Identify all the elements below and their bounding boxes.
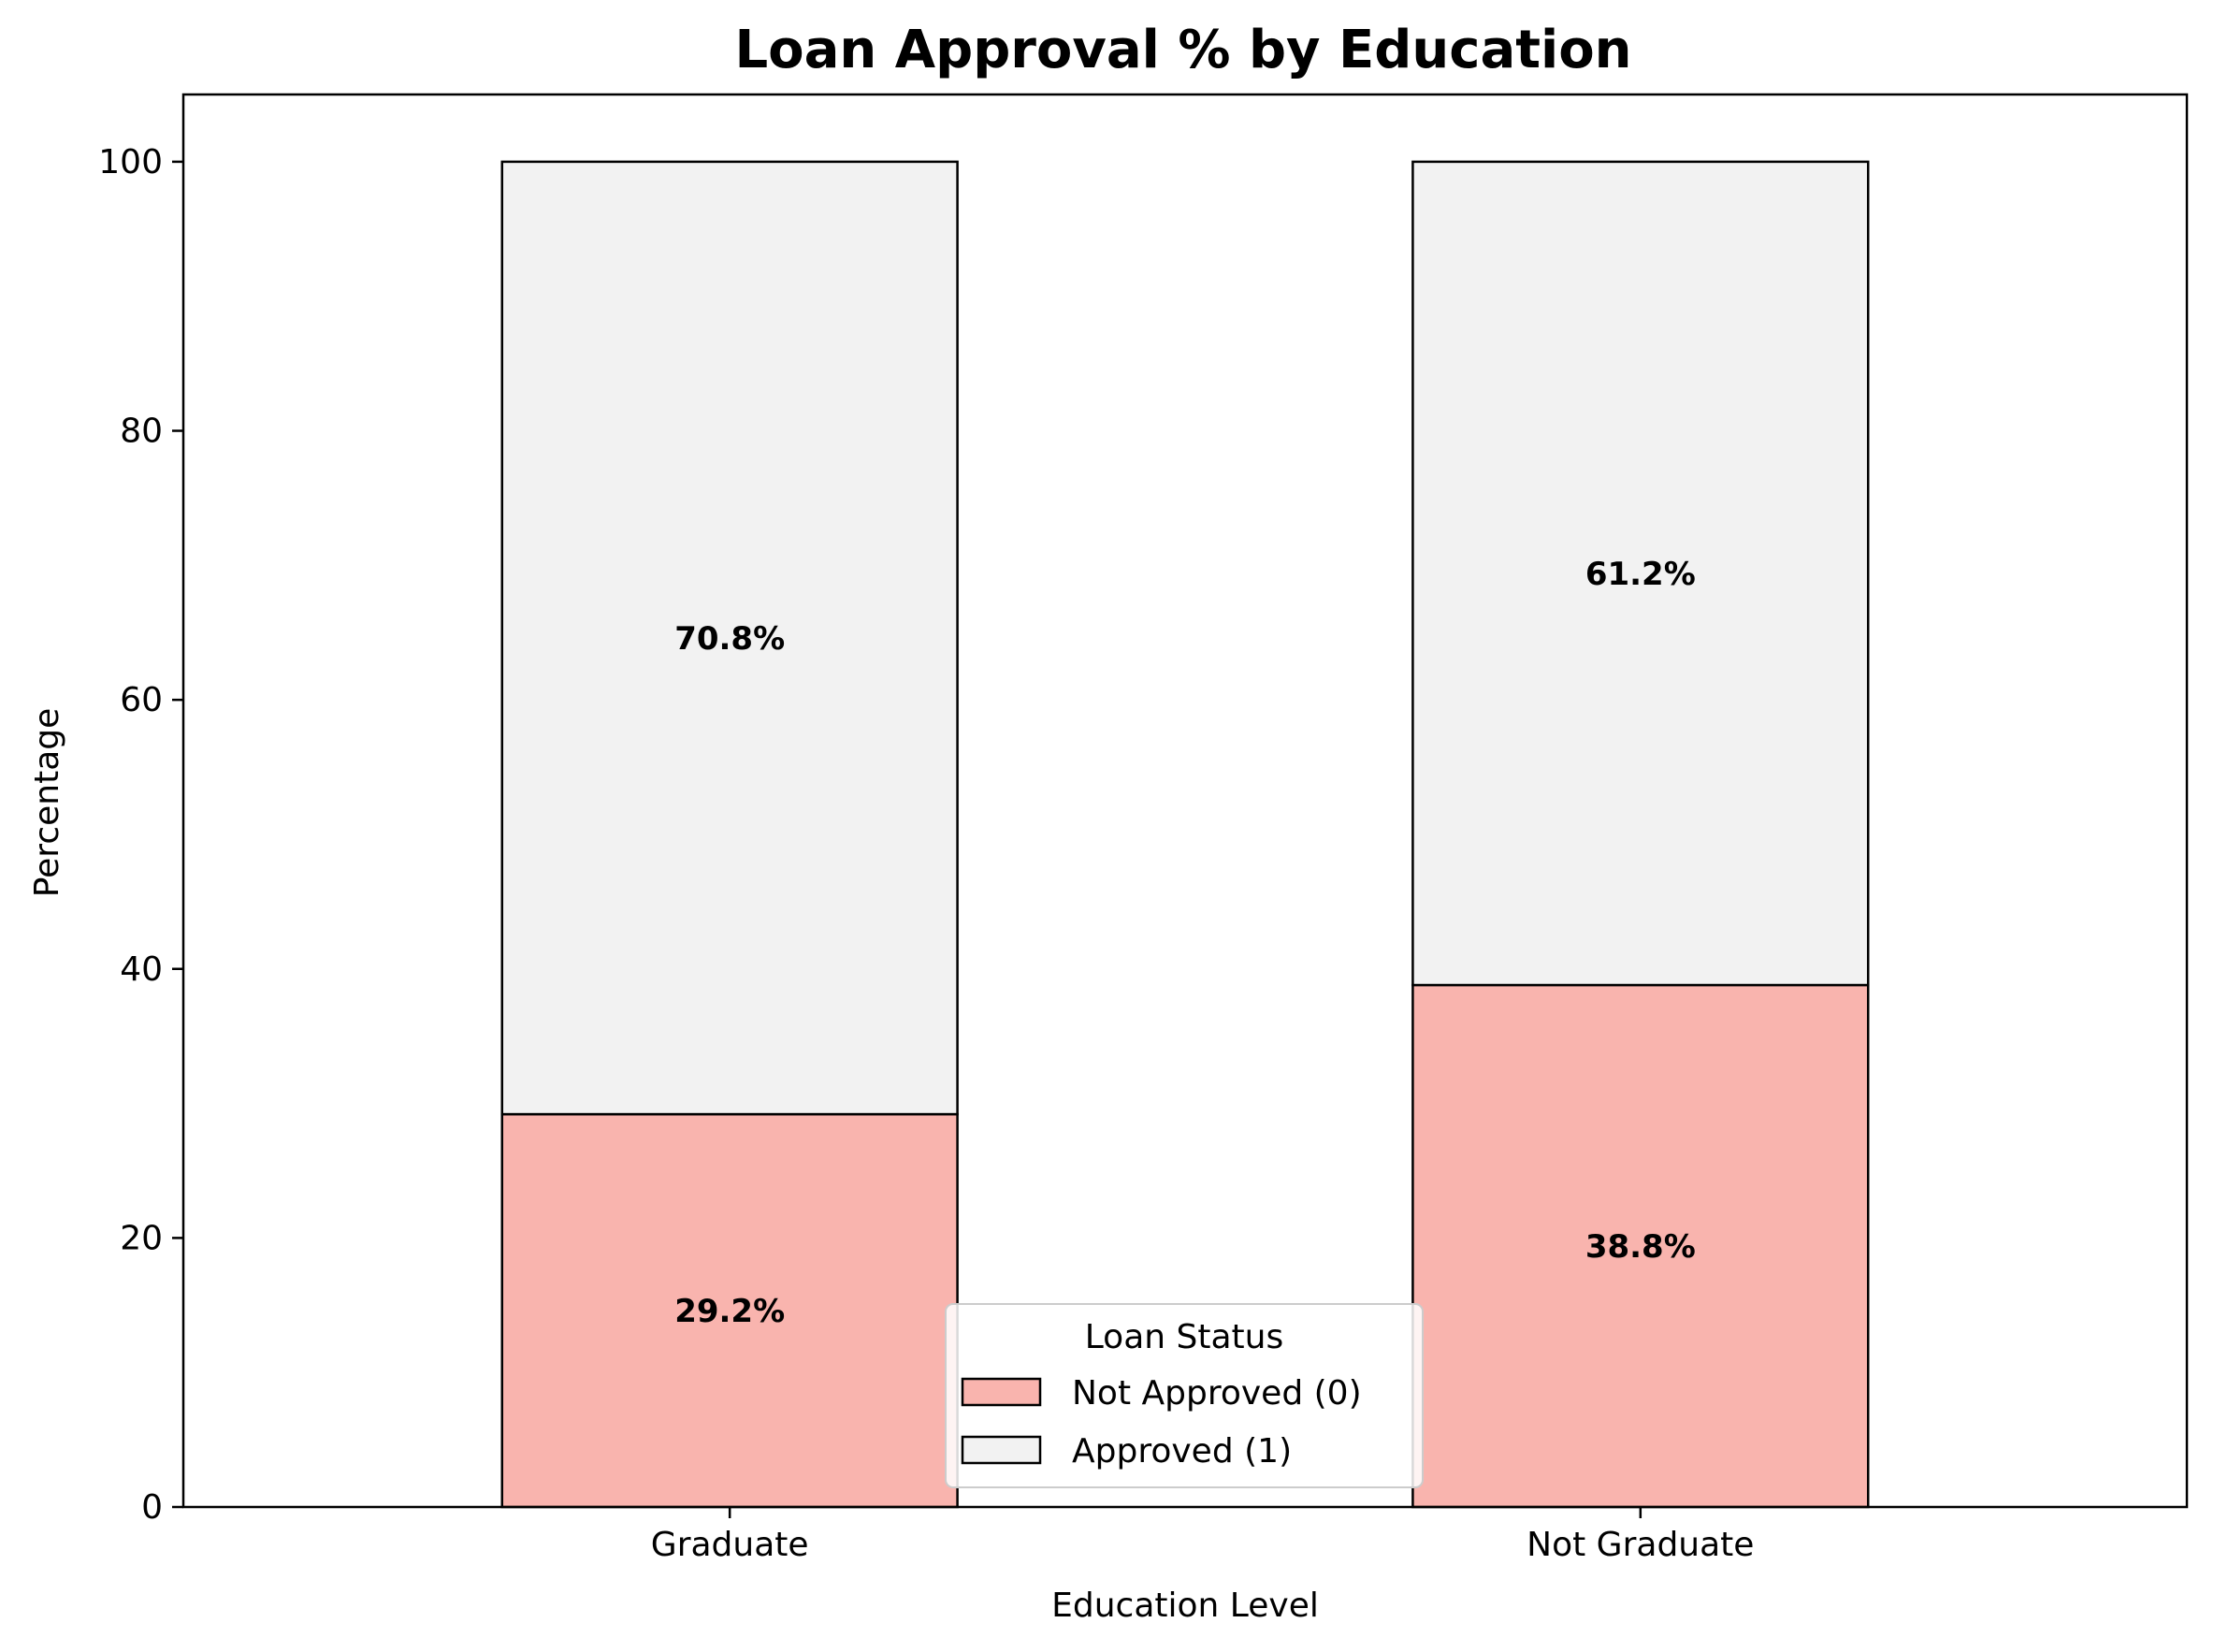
y-tick-label: 40 [120, 950, 163, 989]
bar-graduate-approved-1 [500, 160, 959, 1116]
x-tick-label: Not Graduate [1527, 1526, 1754, 1564]
y-tick-label: 100 [98, 143, 163, 181]
bar-label-graduate-approved-1: 70.8% [674, 620, 785, 658]
plot-frame [181, 93, 2189, 1509]
y-axis-label: Percentage [28, 708, 66, 898]
x-axis-label: Education Level [1051, 1587, 1319, 1625]
x-tick-label: Graduate [651, 1526, 809, 1564]
bar-label-not-graduate-not-approved-0: 38.8% [1585, 1228, 1696, 1266]
legend-swatch-not-approved [961, 1377, 1042, 1407]
legend: Loan Status Not Approved (0) Approved (1… [945, 1303, 1424, 1488]
legend-label-approved: Approved (1) [1072, 1432, 1292, 1471]
bar-label-graduate-not-approved-0: 29.2% [674, 1293, 785, 1330]
legend-swatch-approved [961, 1435, 1042, 1465]
legend-label-not-approved: Not Approved (0) [1072, 1374, 1362, 1413]
y-axis: 0 20 40 60 80 100 [98, 143, 183, 1527]
y-tick-label: 20 [120, 1219, 163, 1257]
bar-labels-group: 29.2% 70.8% 38.8% 61.2% [674, 556, 1696, 1330]
bar-graduate-not-approved-0 [500, 1112, 959, 1509]
chart-title: Loan Approval % by Education [734, 20, 1631, 80]
y-tick-label: 80 [120, 413, 163, 451]
y-tick-label: 0 [141, 1488, 163, 1527]
y-tick-label: 60 [120, 681, 163, 719]
legend-box [945, 1303, 1424, 1488]
legend-title: Loan Status [1085, 1318, 1283, 1356]
bar-label-not-graduate-approved-1: 61.2% [1585, 556, 1696, 593]
bars-group [500, 160, 1870, 1509]
bar-not-graduate-approved-1 [1411, 160, 1870, 987]
x-axis: Graduate Not Graduate [651, 1507, 1754, 1564]
